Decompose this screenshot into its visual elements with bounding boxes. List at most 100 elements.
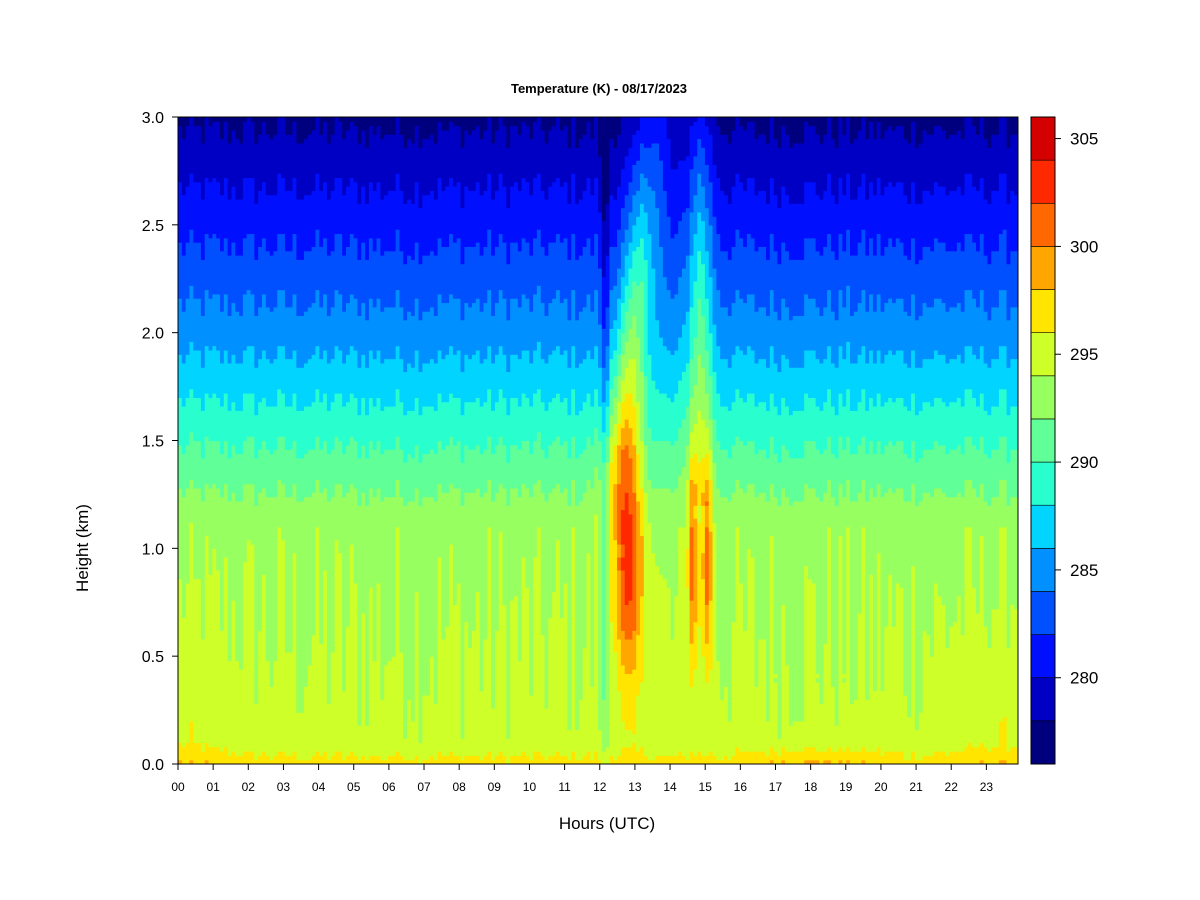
heatmap-cell <box>517 117 523 135</box>
heatmap-cell <box>735 526 740 748</box>
heatmap-cell <box>265 660 271 756</box>
heatmap-cell <box>708 134 714 183</box>
colorbar-segment <box>1030 332 1056 377</box>
heatmap-column <box>399 117 404 764</box>
heatmap-cell <box>590 194 595 256</box>
heatmap-cell <box>693 621 698 670</box>
heatmap-cell <box>262 349 267 398</box>
heatmap-column <box>384 117 389 764</box>
x-tick-label: 21 <box>909 780 923 794</box>
heatmap-cell <box>548 354 553 403</box>
heatmap-cell <box>506 319 511 373</box>
heatmap-cell <box>720 496 725 700</box>
heatmap-cell <box>636 634 641 696</box>
heatmap-cell <box>208 117 213 127</box>
heatmap-cell <box>479 690 485 761</box>
heatmap-cell <box>334 393 339 437</box>
heatmap-cell <box>376 755 381 764</box>
heatmap-cell <box>548 302 553 355</box>
heatmap-cell <box>533 483 538 558</box>
heatmap-cell <box>567 117 572 148</box>
heatmap-column <box>498 117 504 764</box>
heatmap-cell <box>376 349 381 398</box>
heatmap-cell <box>388 190 393 252</box>
heatmap-column <box>796 117 801 764</box>
heatmap-cell <box>433 255 439 317</box>
heatmap-cell <box>918 712 924 761</box>
heatmap-cell <box>624 194 630 230</box>
heatmap-cell <box>250 544 255 752</box>
heatmap-cell <box>632 405 637 446</box>
heatmap-cell <box>636 246 641 286</box>
x-axis-label: Hours (UTC) <box>559 814 655 833</box>
heatmap-cell <box>514 595 519 756</box>
heatmap-cell <box>804 483 809 567</box>
heatmap-cell <box>258 117 263 135</box>
heatmap-cell <box>712 418 717 463</box>
heatmap-cell <box>960 362 966 407</box>
heatmap-cell <box>426 453 431 498</box>
heatmap-cell <box>777 505 782 739</box>
heatmap-cell <box>220 453 225 498</box>
heatmap-cell <box>964 233 969 291</box>
heatmap-cell <box>979 233 985 291</box>
heatmap-cell <box>239 453 244 502</box>
heatmap-column <box>865 117 870 764</box>
heatmap-cell <box>708 332 714 377</box>
heatmap-cell <box>850 410 855 455</box>
heatmap-cell <box>914 367 920 416</box>
heatmap-cell <box>792 367 798 411</box>
heatmap-column <box>601 117 607 764</box>
heatmap-cell <box>628 358 633 394</box>
heatmap-cell <box>750 483 756 558</box>
heatmap-cell <box>804 393 809 442</box>
heatmap-cell <box>609 289 614 329</box>
heatmap-column <box>823 117 828 764</box>
heatmap-cell <box>930 449 935 498</box>
heatmap-cell <box>788 203 794 260</box>
heatmap-cell <box>556 539 561 752</box>
heatmap-cell <box>433 362 439 411</box>
heatmap-cell <box>479 138 485 196</box>
heatmap-cell <box>403 738 408 761</box>
heatmap-cell <box>701 457 706 493</box>
heatmap-cell <box>388 250 393 308</box>
heatmap-cell <box>254 117 259 144</box>
heatmap-cell <box>689 306 695 360</box>
heatmap-column <box>884 117 889 764</box>
heatmap-cell <box>1014 496 1018 610</box>
heatmap-column <box>953 117 958 764</box>
heatmap-cell <box>353 117 359 127</box>
heatmap-cell <box>972 242 977 299</box>
heatmap-cell <box>628 638 633 675</box>
heatmap-column <box>773 117 779 764</box>
heatmap-cell <box>903 311 908 364</box>
heatmap-cell <box>724 686 729 756</box>
heatmap-column <box>987 117 992 764</box>
heatmap-cell <box>937 444 943 489</box>
heatmap-cell <box>556 177 561 235</box>
heatmap-column <box>861 117 866 764</box>
heatmap-cell <box>410 457 416 502</box>
heatmap-cell <box>605 462 611 748</box>
heatmap-cell <box>433 142 439 200</box>
heatmap-cell <box>548 617 553 756</box>
heatmap-cell <box>185 117 191 127</box>
heatmap-cell <box>475 181 481 243</box>
colorbar-tick-label: 285 <box>1070 561 1098 580</box>
heatmap-cell <box>987 414 992 459</box>
heatmap-cell <box>941 444 947 493</box>
heatmap-cell <box>403 203 408 265</box>
heatmap-cell <box>498 173 504 235</box>
heatmap-cell <box>445 444 450 493</box>
heatmap-cell <box>288 134 294 191</box>
heatmap-cell <box>365 414 370 459</box>
heatmap-column <box>372 117 378 764</box>
heatmap-cell <box>426 496 431 696</box>
heatmap-cell <box>880 138 885 196</box>
heatmap-cell <box>204 742 210 761</box>
heatmap-cell <box>235 138 240 200</box>
heatmap-cell <box>510 600 515 756</box>
heatmap-cell <box>926 401 931 450</box>
heatmap-cell <box>529 255 534 312</box>
